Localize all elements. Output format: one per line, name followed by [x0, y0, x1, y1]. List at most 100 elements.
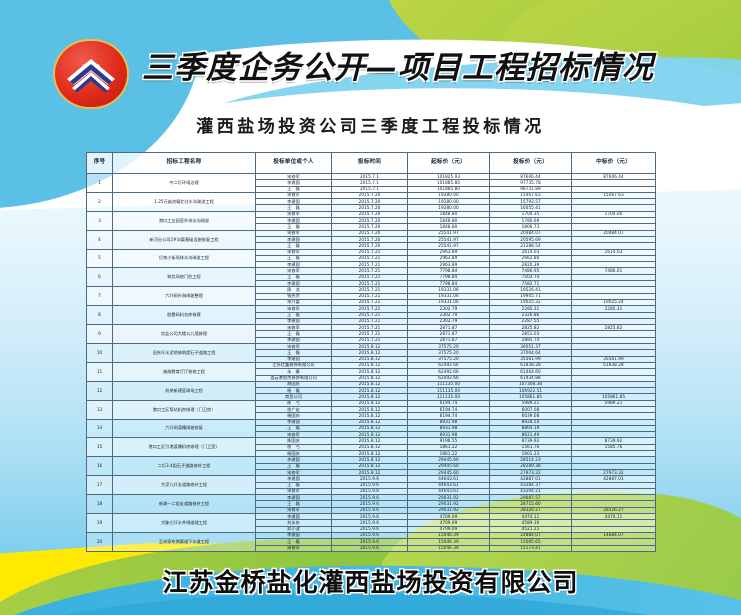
cell-win-price: 42887.01: [571, 475, 656, 483]
table-row: 王 磊 2015.9.6 15046.39 15005.65: [87, 538, 656, 546]
cell-win-price: [571, 456, 656, 464]
cell-win-price: 105861.85: [571, 393, 656, 401]
cell-win-price: 5989.21: [571, 399, 656, 408]
table-row: 李建国 2015.7.20 1848.80 1780.69: [87, 217, 656, 225]
table-row: 6 筑包场地门柱工程 宋修军 2015.7.21 7798.84 7486.95 7486.…: [86, 267, 656, 288]
table-row: 12 机关新建篮球场工程 胡国庆 2015.8.12 111135.00 107308.3…: [86, 380, 656, 401]
header-banner: 三季度企务公开—项目工程招标情况: [0, 24, 741, 109]
table-row: 18 新滩一二组支道路修补工程 李建国 2015.9.6 29031.92 29087.5…: [86, 494, 656, 515]
cell-index: 4: [86, 229, 113, 250]
table-row: 徐广宏 2015.8.12 6194.74 6007.08: [87, 405, 656, 414]
cell-project-name: 新河分公司2#沟渠基础设施恢复工程: [112, 229, 256, 250]
bid-table-container: 序号 招标工程名称 投标单位或个人 投标时间 起标价（元） 投标价（元） 中标价…: [86, 152, 656, 558]
table-row: 李建国 2015.7.21 2871.87 2885.74: [87, 336, 656, 345]
cell-index: 10: [86, 343, 113, 363]
table-row: 17 大浮九圩支道路修补工程 李建国 2015.9.6 44643.61 42887.01…: [86, 475, 656, 496]
table-row: 15 港口工区引渚渡槽机房修理（门卫室） 陈国庆 2015.8.12 9196.55 87…: [86, 437, 656, 458]
column-header-date: 投标时间: [331, 152, 408, 174]
cell-project-name: 灯南小街场排水沟疏浚工程: [112, 248, 256, 269]
cell-project-name: 港口工业园室外排水沟疏浚: [112, 210, 256, 231]
table-row: 宋兴富 2015.7.21 19331.06 19025.32 19025.24: [87, 298, 656, 307]
table-row: 11 施政教育厅厅装修工程 江苏红鑫装饰有限公司 2015.8.12 62492.66 6…: [86, 361, 656, 382]
cell-win-price: [571, 292, 656, 300]
cell-index: 1: [86, 173, 113, 193]
table-row: 3 港口工业园室外排水沟疏浚 宋修军 2015.7.20 1848.80 1704.35 1…: [86, 210, 656, 231]
cell-project-name: 旧东圩水泥地修筑提石子道路工程: [112, 343, 256, 363]
cell-index: 2: [86, 191, 113, 212]
cell-index: 14: [86, 418, 113, 439]
table-row: 杨国庆 2015.8.12 1861.22 1901.23: [87, 450, 656, 458]
cell-index: 15: [86, 437, 113, 458]
table-row: 徐 弓 2015.8.12 1861.22 1561.76 1585.76: [87, 443, 656, 452]
cell-project-name: 1.25万亩池塘北往水沟疏浚工程: [112, 191, 256, 212]
table-row: 16 二灯3.4组石子道路修补工程 李建国 2015.8.12 29445.60 2851…: [86, 456, 656, 477]
cell-win-price: [571, 311, 656, 319]
page-title: 三季度企务公开—项目工程招标情况: [142, 50, 654, 86]
table-body: 1 中二灯环境治理 宋修军 2015.7.1 101825.93 87606.44 8760…: [86, 172, 656, 552]
cell-win-price: [571, 462, 656, 470]
cell-index: 8: [86, 305, 113, 326]
cell-win-price: 1585.76: [571, 443, 656, 452]
cell-project-name: 筑包场地门柱工程: [112, 267, 256, 288]
column-header-bid-price: 投标价（元）: [489, 152, 572, 174]
cell-project-name: 中二灯环境治理: [112, 173, 256, 193]
table-row: 5 灯南小街场排水沟疏浚工程 宋修军 2015.7.21 2963.89 2614.03 2…: [86, 248, 656, 269]
cell-bidder: 宋修军: [255, 544, 332, 552]
cell-project-name: 港口工区引渚渡槽机房修理（门卫室）: [112, 437, 256, 458]
cell-project-name: 六圩闸渡槽闸坡修复: [112, 418, 256, 439]
cell-project-name: 大浮九圩支道路修补工程: [112, 475, 256, 496]
cell-project-name: 胶靠码料仓库修建: [112, 305, 256, 326]
cell-start-price: 15046.39: [407, 544, 490, 552]
cell-win-price: 7486.01: [571, 267, 656, 275]
cell-win-price: [571, 336, 656, 345]
table-header: 序号 招标工程名称 投标单位或个人 投标时间 起标价（元） 投标价（元） 中标价…: [86, 152, 656, 174]
table-row: 宋修军 2015.9.6 44643.61 43204.21: [87, 487, 656, 496]
table-row: 王 磊 2015.7.21 2302.79 2326.86: [87, 311, 656, 319]
cell-win-price: 8739.92: [571, 437, 656, 445]
table-row: 宋修军 2015.9.6 15046.39 15173.41: [87, 544, 656, 552]
cell-win-price: [571, 450, 656, 458]
table-row: 永 春 2015.8.12 62492.66 61464.60: [87, 368, 656, 376]
table-row: 19 大陡七圩水井闸维理工程 李建国 2015.9.6 4709.09 4474.11 44…: [86, 513, 656, 533]
table-row: 王 磊 2015.7.21 2871.87 2851.03: [87, 330, 656, 338]
table-row: 王 磊 2015.8.12 37575.20 37004.64: [87, 349, 656, 357]
table-row: 8 胶靠码料仓库修建 宋修军 2015.7.21 2302.79 2285.31 2285.…: [86, 305, 656, 326]
table-row: 10 旧东圩水泥地修筑提石子道路工程 宋修军 2015.8.12 37575.20 360…: [86, 342, 656, 363]
table-header-row: 序号 招标工程名称 投标单位或个人 投标时间 起标价（元） 投标价（元） 中标价…: [86, 152, 656, 174]
cell-win-price: 35561.99: [571, 355, 656, 363]
company-emblem-icon: [53, 39, 129, 109]
cell-win-price: [571, 380, 656, 389]
table-row: 封小波 2015.9.6 4709.09 4521.21: [87, 525, 656, 533]
table-row: 4 新河分公司2#沟渠基础设施恢复工程 宋修军 2015.7.20 25541.97 20…: [86, 229, 656, 250]
table-caption: 灌西盐场投资公司三季度工程投标情况: [196, 117, 545, 137]
cell-index: 16: [86, 456, 113, 477]
cell-project-name: 港口工区泵站机房修理（门卫房）: [112, 399, 256, 420]
cell-win-price: 61838.28: [571, 361, 656, 370]
column-header-win-price: 中标价（元）: [571, 152, 656, 174]
footer-company-name: 江苏金桥盐化灌西盐场投资有限公司: [162, 568, 579, 597]
cell-index: 13: [86, 399, 113, 420]
cell-index: 7: [86, 286, 113, 307]
table-row: 20 王米家东侧渠道下水道工程 李建国 2015.9.6 15046.39 14884.0…: [86, 531, 656, 552]
cell-win-price: 19025.24: [571, 298, 656, 307]
cell-index: 5: [86, 248, 113, 269]
cell-index: 18: [86, 494, 113, 515]
cell-win-price: 2825.82: [571, 324, 656, 332]
cell-project-name: 大陡七圩水井闸维理工程: [112, 513, 256, 533]
cell-index: 3: [86, 210, 113, 231]
table-row: 李建国 2015.7.21 7798.84 7582.71: [87, 280, 656, 288]
cell-bid-price: 15173.41: [489, 544, 572, 552]
cell-win-price: [571, 418, 656, 426]
cell-win-price: 27973.32: [571, 468, 656, 477]
column-header-index: 序号: [86, 152, 113, 174]
cell-index: 12: [86, 380, 113, 401]
cell-win-price: [571, 286, 656, 294]
cell-index: 17: [86, 475, 113, 496]
cell-win-price: [571, 412, 656, 420]
cell-index: 6: [86, 267, 113, 288]
cell-win-price: [571, 544, 656, 552]
cell-win-price: [571, 374, 656, 382]
cell-date: 2015.9.6: [331, 544, 408, 552]
cell-win-price: [571, 280, 656, 288]
